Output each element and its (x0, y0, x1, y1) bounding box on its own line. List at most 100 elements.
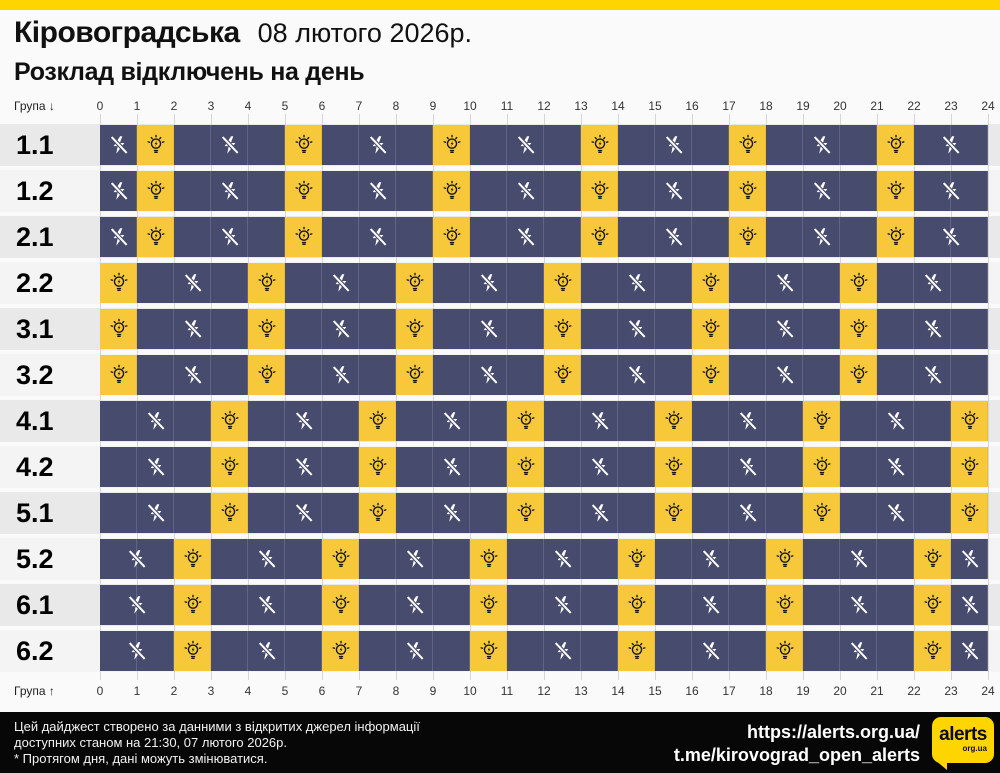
lightning-slash-icon (700, 640, 722, 662)
lightning-slash-icon (922, 318, 944, 340)
schedule-cell-off (174, 217, 211, 257)
bulb-icon (552, 318, 574, 340)
lightning-slash-icon (589, 502, 611, 524)
bulb-icon (552, 364, 574, 386)
bulb-icon (145, 180, 167, 202)
bulb-icon (108, 364, 130, 386)
lightning-slash-icon (404, 548, 426, 570)
alerts-logo: alerts org.ua (932, 717, 994, 770)
schedule-cell-off (359, 631, 396, 671)
hour-tick-label: 5 (281, 684, 289, 698)
schedule-cell-off (877, 263, 914, 303)
lightning-slash-icon (108, 226, 130, 248)
schedule-cell-off (433, 355, 470, 395)
schedule-cell-off (803, 263, 840, 303)
schedule-cell-off (877, 585, 914, 625)
hour-tick-label: 23 (944, 99, 958, 113)
hour-tick-label: 18 (759, 684, 773, 698)
schedule-cell-off (803, 309, 840, 349)
bulb-icon (219, 410, 241, 432)
bulb-icon (108, 272, 130, 294)
lightning-slash-icon (922, 364, 944, 386)
schedule-cell-off (285, 631, 322, 671)
bulb-icon (626, 548, 648, 570)
hour-tick-label: 2 (170, 99, 178, 113)
schedule-cell-off (655, 263, 692, 303)
bulb-icon (737, 180, 759, 202)
schedule-cell-off (914, 125, 951, 165)
disclaimer-line: * Протягом дня, дані можуть змінюватися. (14, 751, 268, 766)
lightning-slash-icon (293, 456, 315, 478)
schedule-cell-off (618, 171, 655, 211)
group-label: 1.1 (16, 129, 54, 160)
schedule-cell-off (174, 171, 211, 211)
schedule-cell-off (174, 493, 211, 533)
schedule-cell-off (322, 217, 359, 257)
lightning-slash-icon (219, 180, 241, 202)
hour-tick-label: 4 (244, 684, 252, 698)
schedule-cell-off (581, 355, 618, 395)
telegram-link[interactable]: t.me/kirovograd_open_alerts (673, 745, 920, 765)
schedule-cell-off (137, 631, 174, 671)
schedule-cell-off (359, 539, 396, 579)
schedule-cell-off (507, 631, 544, 671)
hour-tick-label: 7 (355, 684, 363, 698)
schedule-cell-off (581, 631, 618, 671)
schedule-cell-off (248, 125, 285, 165)
bulb-icon (922, 640, 944, 662)
hour-tick-label: 8 (392, 684, 400, 698)
schedule-cell-off (433, 309, 470, 349)
schedule-cell-off (544, 493, 581, 533)
hour-tick-label: 17 (722, 684, 736, 698)
schedule-cell-off (729, 309, 766, 349)
lightning-slash-icon (478, 272, 500, 294)
schedule-cell-off (248, 447, 285, 487)
bulb-icon (404, 318, 426, 340)
bulb-icon (293, 180, 315, 202)
schedule-cell-off (914, 493, 951, 533)
lightning-slash-icon (219, 226, 241, 248)
group-label: 4.2 (16, 451, 54, 482)
hour-tick-label: 12 (537, 99, 551, 113)
lightning-slash-icon (663, 180, 685, 202)
bulb-icon (441, 134, 463, 156)
schedule-cell-off (729, 585, 766, 625)
schedule-cell-off (544, 171, 581, 211)
schedule-cell-off (322, 401, 359, 441)
schedule-cell-off (729, 539, 766, 579)
lightning-slash-icon (922, 272, 944, 294)
bulb-icon (959, 502, 981, 524)
group-label: 4.1 (16, 405, 54, 436)
website-link[interactable]: https://alerts.org.ua/ (746, 722, 920, 742)
lightning-slash-icon (552, 640, 574, 662)
hour-tick-label: 10 (463, 684, 477, 698)
bulb-icon (922, 548, 944, 570)
hour-tick-label: 21 (870, 99, 884, 113)
hour-tick-label: 19 (796, 99, 810, 113)
hour-tick-label: 11 (500, 684, 514, 698)
schedule-cell-off (359, 309, 396, 349)
schedule-cell-off (803, 539, 840, 579)
hour-tick-label: 17 (722, 99, 736, 113)
schedule-cell-off (951, 171, 988, 211)
bulb-icon (589, 134, 611, 156)
lightning-slash-icon (959, 640, 981, 662)
schedule-cell-off (137, 539, 174, 579)
group-label: 6.1 (16, 589, 54, 620)
hour-tick-label: 24 (981, 684, 995, 698)
bulb-icon (626, 640, 648, 662)
bulb-icon (330, 548, 352, 570)
lightning-slash-icon (367, 134, 389, 156)
schedule-cell-off (914, 217, 951, 257)
lightning-slash-icon (404, 594, 426, 616)
bulb-icon (922, 594, 944, 616)
schedule-cell-off (655, 539, 692, 579)
bulb-icon (441, 180, 463, 202)
bulb-icon (848, 364, 870, 386)
schedule-cell-off (396, 217, 433, 257)
hour-tick-label: 1 (133, 684, 141, 698)
hour-axis-top: Група ↓ 0 1 2 3 4 5 6 7 8 9 10 11 12 13 14 15 16 17 18 19 20… (0, 99, 1000, 115)
schedule-cell-off (100, 539, 137, 579)
schedule-cell-off (581, 585, 618, 625)
lightning-slash-icon (182, 318, 204, 340)
